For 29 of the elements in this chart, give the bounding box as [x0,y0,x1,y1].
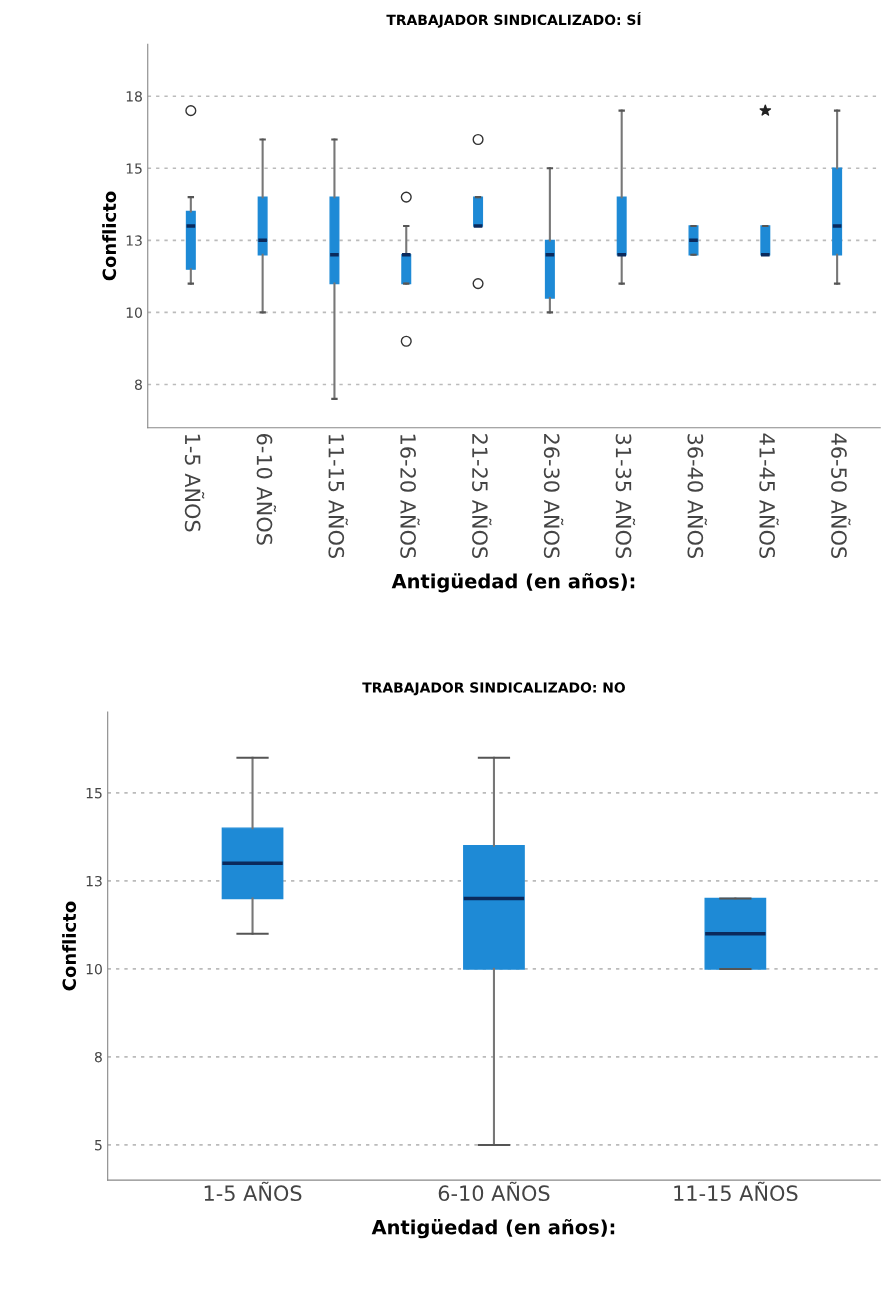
y-tick-label: 15 [126,163,142,174]
x-tick-label: 26-30 AÑOS [543,434,564,559]
x-tick-label: 1-5 AÑOS [184,434,205,532]
x-tick-label: 11-15 AÑOS [328,434,348,559]
y-axis-title: Conflicto [62,901,77,991]
x-tick-label: 1-5 AÑOS [204,1181,302,1202]
y-tick-label: 13 [86,875,102,887]
y-tick-label: 10 [86,963,102,975]
x-tick-label: 41-45 AÑOS [759,433,779,559]
x-tick-label: 36-40 AÑOS [687,434,707,559]
y-tick-label: 18 [126,91,142,102]
y-tick-label: 13 [126,235,142,246]
x-axis-title: Antigüedad (en años): [371,1219,615,1239]
x-tick-label: 6-10 AÑOS [438,1181,550,1202]
x-tick-label: 6-10 AÑOS [256,434,277,545]
chart-title: TRABAJADOR SINDICALIZADO: SÍ [386,12,642,28]
y-tick-label: 8 [134,379,142,390]
chart-title: TRABAJADOR SINDICALIZADO: NO [362,682,625,696]
x-tick-label: 11-15 AÑOS [674,1181,798,1202]
x-tick-label: 21-25 AÑOS [472,434,492,559]
x-tick-label: 31-35 AÑOS [615,434,636,559]
x-tick-label: 16-20 AÑOS [400,434,420,559]
y-axis-title: Conflicto [102,191,117,281]
x-tick-label: 46-50 AÑOS [831,433,851,559]
y-tick-label: 15 [86,788,102,799]
y-tick-label: 8 [94,1051,102,1063]
y-tick-label: 10 [126,307,142,318]
y-tick-label: 5 [95,1140,102,1151]
x-axis-title: Antigüedad (en años): [391,573,635,593]
